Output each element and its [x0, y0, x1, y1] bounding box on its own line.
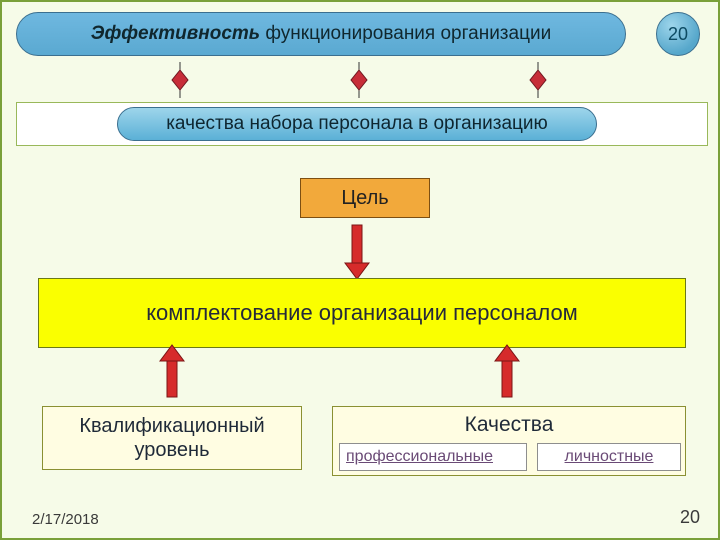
qualification-box: Квалификационный уровень: [42, 406, 302, 470]
qualification-text: Квалификационный уровень: [43, 414, 301, 462]
footer-page: 20: [680, 507, 700, 528]
traits-box: Качества профессиональные личностные: [332, 406, 686, 476]
traits-professional: профессиональные: [339, 443, 527, 471]
traits-title: Качества: [333, 413, 685, 437]
traits-personal: личностные: [537, 443, 681, 471]
footer-date: 2/17/2018: [32, 511, 99, 528]
